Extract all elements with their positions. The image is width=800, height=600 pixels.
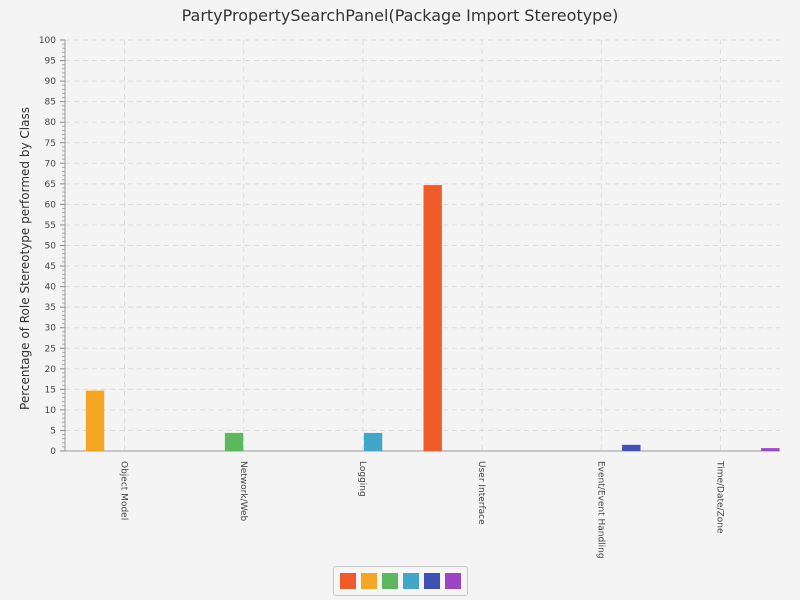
bar[interactable] [85, 390, 105, 451]
legend-swatch[interactable] [340, 573, 356, 589]
legend [333, 566, 468, 596]
bar[interactable] [622, 444, 641, 451]
y-tick-label: 30 [45, 324, 57, 334]
y-tick-label: 65 [45, 180, 56, 190]
y-tick-label: 60 [45, 200, 57, 210]
y-tick-label: 75 [45, 139, 56, 149]
legend-swatch[interactable] [361, 573, 377, 589]
y-tick-label: 40 [45, 283, 57, 293]
gridlines [65, 39, 780, 451]
legend-swatch[interactable] [424, 573, 440, 589]
bar[interactable] [761, 448, 780, 451]
x-tick-label: Network/Web [238, 461, 248, 522]
bar[interactable] [224, 432, 244, 451]
y-tick-label: 20 [45, 365, 57, 375]
y-tick-label: 45 [45, 262, 56, 272]
legend-swatch[interactable] [445, 573, 461, 589]
chart-title: PartyPropertySearchPanel(Package Import … [181, 6, 619, 25]
axes [60, 39, 780, 452]
y-tick-label: 0 [50, 447, 56, 457]
x-tick-label: Logging [357, 461, 367, 497]
x-tick-label: Time/Date/Zone [714, 460, 724, 534]
y-tick-label: 70 [45, 159, 57, 169]
y-tick-label: 90 [45, 77, 57, 87]
y-tick-label: 95 [45, 57, 56, 67]
bar[interactable] [423, 185, 442, 451]
legend-swatch[interactable] [403, 573, 419, 589]
y-tick-label: 5 [50, 426, 56, 436]
labels: 0 5 10 15 20 25 30 35 40 45 50 55 60 65 70 75 80 85 90 95 10… [18, 36, 724, 559]
y-tick-label: 10 [45, 406, 57, 416]
x-tick-label: Event/Event Handling [595, 461, 605, 559]
y-tick-label: 55 [45, 221, 56, 231]
y-tick-label: 50 [45, 242, 57, 252]
y-tick-label: 35 [45, 303, 56, 313]
y-axis-label: Percentage of Role Stereotype performed … [18, 107, 32, 410]
y-tick-label: 85 [45, 98, 56, 108]
legend-swatch[interactable] [382, 573, 398, 589]
x-tick-label: User Interface [476, 461, 486, 525]
y-tick-label: 100 [39, 36, 56, 46]
bars [85, 185, 780, 451]
y-tick-label: 15 [45, 385, 56, 395]
x-tick-label: Object Model [119, 461, 129, 520]
y-tick-label: 80 [45, 118, 57, 128]
bar[interactable] [363, 432, 383, 451]
y-tick-label: 25 [45, 344, 56, 354]
